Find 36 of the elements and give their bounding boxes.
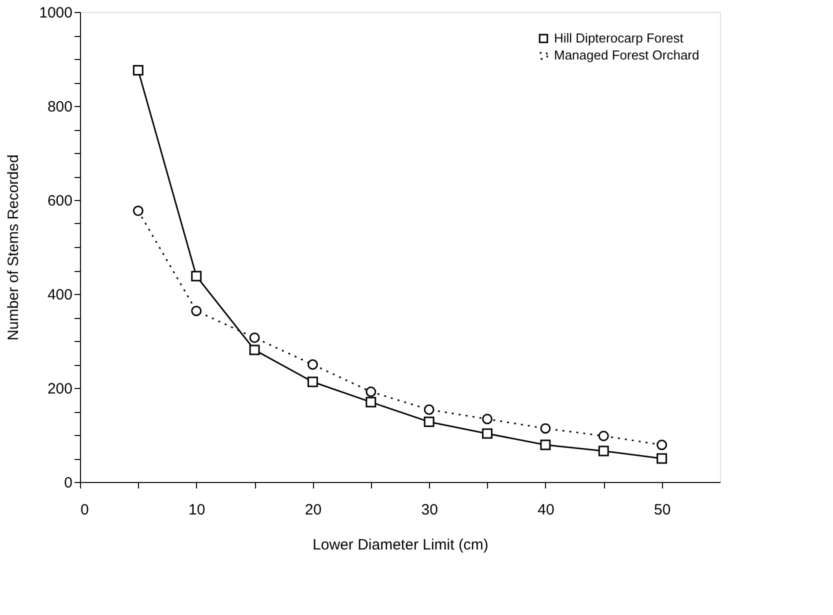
y-axis-title: Number of Stems Recorded <box>5 154 22 340</box>
y-tick-label: 400 <box>47 286 72 304</box>
x-tick-label: 0 <box>80 502 89 518</box>
point <box>132 206 144 216</box>
point <box>308 359 318 370</box>
point <box>482 414 492 424</box>
legend-label: Hill Dipterocarp Forest <box>554 30 684 46</box>
point <box>424 416 434 428</box>
point <box>656 453 668 464</box>
point <box>249 344 260 356</box>
y-tick-label: 200 <box>47 380 72 398</box>
y-tick-label: 800 <box>47 98 72 116</box>
x-tick-label: 50 <box>654 502 671 518</box>
point <box>598 446 609 456</box>
point <box>132 65 144 76</box>
x-axis-title: Lower Diameter Limit (cm) <box>312 536 488 554</box>
legend-label: Managed Forest Orchard <box>554 48 700 62</box>
point <box>191 270 202 282</box>
point <box>424 404 434 415</box>
y-tick-label: 0 <box>64 474 72 492</box>
point <box>540 423 551 434</box>
point <box>191 306 202 316</box>
point <box>482 428 492 439</box>
point <box>656 440 668 450</box>
point <box>540 440 551 450</box>
point <box>249 332 260 343</box>
point <box>366 396 376 408</box>
point <box>308 376 318 388</box>
x-tick-label: 20 <box>304 502 322 518</box>
x-tick-label: 10 <box>188 502 206 518</box>
y-tick-label: 600 <box>47 192 72 210</box>
x-tick-label: 30 <box>421 502 438 518</box>
point <box>598 430 609 442</box>
x-tick-label: 40 <box>538 502 554 518</box>
y-tick-label: 1000 <box>39 4 72 22</box>
point <box>366 386 376 397</box>
